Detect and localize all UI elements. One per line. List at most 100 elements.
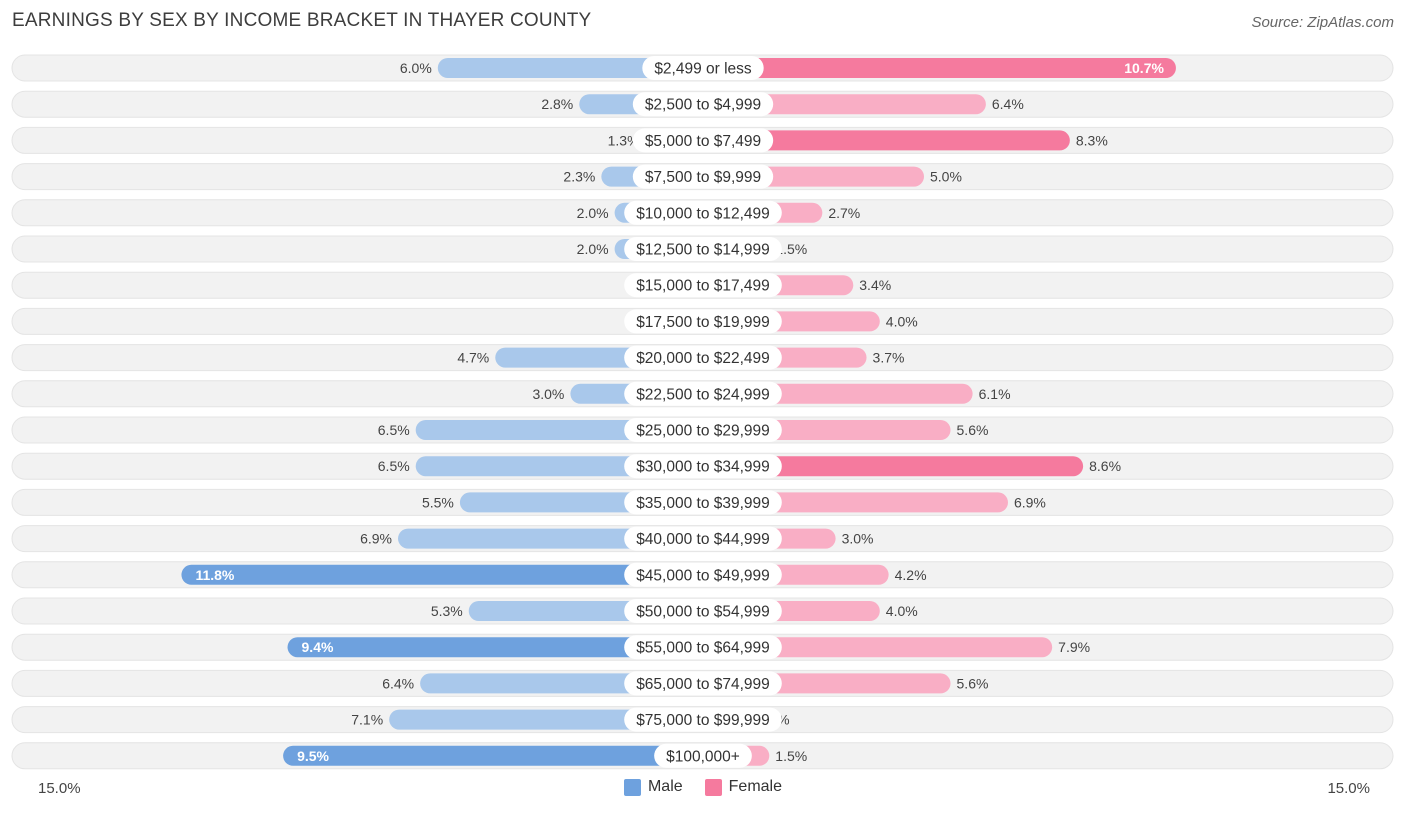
value-label-male: 5.3% — [431, 603, 463, 619]
category-label: $75,000 to $99,999 — [624, 707, 782, 732]
bar-female[interactable] — [703, 58, 1176, 78]
category-label-pill — [624, 707, 782, 732]
value-label-male: 9.4% — [302, 639, 334, 655]
value-label-male: 6.5% — [378, 422, 410, 438]
category-label-pill — [624, 671, 782, 696]
legend-label-male: Male — [647, 778, 683, 795]
category-label-text: $100,000+ — [666, 748, 740, 765]
category-label-pill — [624, 309, 782, 334]
category-label-pill — [624, 381, 782, 406]
value-label-female: 8.3% — [1076, 132, 1108, 148]
category-label-pill — [624, 345, 782, 370]
category-label-text: $15,000 to $17,499 — [636, 278, 770, 295]
category-label-text: $30,000 to $34,999 — [636, 459, 770, 476]
value-label-female: 2.7% — [828, 205, 860, 221]
category-label: $2,500 to $4,999 — [632, 92, 774, 117]
legend: Male Female — [0, 778, 1406, 796]
value-label-female: 8.6% — [1089, 458, 1121, 474]
value-label-male: 5.5% — [422, 494, 454, 510]
category-label-text: $40,000 to $44,999 — [636, 531, 770, 548]
value-label-female: 1.5% — [775, 241, 807, 257]
category-label-pill — [624, 562, 782, 587]
category-label-text: $5,000 to $7,499 — [645, 133, 761, 150]
value-label-female: 10.7% — [1124, 60, 1164, 76]
value-label-female: 4.0% — [886, 313, 918, 329]
value-label-male: 4.7% — [457, 350, 489, 366]
category-label-text: $2,500 to $4,999 — [645, 97, 761, 114]
category-label-pill — [624, 635, 782, 660]
category-label-pill — [654, 743, 752, 768]
bar-female[interactable] — [703, 637, 1053, 658]
category-label-pill — [624, 599, 782, 623]
category-label-text: $25,000 to $29,999 — [636, 423, 770, 440]
bar-male[interactable] — [437, 58, 703, 78]
value-label-female: 6.1% — [979, 386, 1011, 402]
category-label: $15,000 to $17,499 — [624, 273, 782, 298]
category-label-pill — [624, 418, 782, 442]
value-label-male: 6.0% — [400, 60, 432, 76]
category-label-pill — [624, 237, 782, 261]
bar-male[interactable] — [287, 637, 703, 658]
category-label-text: $55,000 to $64,999 — [636, 640, 770, 657]
value-label-female: 5.6% — [957, 675, 989, 691]
bar-male[interactable] — [181, 564, 703, 585]
category-label-text: $17,500 to $19,999 — [636, 314, 770, 331]
category-label-text: $10,000 to $12,499 — [636, 205, 770, 222]
value-label-male: 2.0% — [577, 205, 609, 221]
value-label-female: 5.6% — [957, 422, 989, 438]
legend-item-female[interactable]: Female — [704, 778, 782, 796]
value-label-male: 9.5% — [297, 748, 329, 764]
category-label: $30,000 to $34,999 — [624, 454, 782, 479]
bar-female[interactable] — [703, 94, 986, 115]
category-label: $10,000 to $12,499 — [624, 200, 782, 225]
bar-male[interactable] — [389, 709, 703, 730]
category-label: $100,000+ — [654, 743, 752, 768]
category-label-pill — [642, 56, 764, 80]
value-label-female: 4.2% — [895, 567, 927, 583]
axis-left-label: 15.0% — [38, 780, 81, 797]
category-label-pill — [624, 454, 782, 479]
value-label-female: 5.0% — [930, 169, 962, 185]
bar-male[interactable] — [283, 745, 703, 766]
category-label: $35,000 to $39,999 — [624, 490, 782, 515]
category-label-pill — [624, 490, 782, 515]
category-label-pill — [632, 164, 774, 189]
value-label-female: 6.9% — [1014, 494, 1046, 510]
category-label-text: $75,000 to $99,999 — [636, 712, 770, 729]
legend-item-male[interactable]: Male — [623, 778, 683, 796]
value-label-female: 6.4% — [992, 96, 1024, 112]
category-label: $25,000 to $29,999 — [624, 418, 782, 442]
category-label: $7,500 to $9,999 — [632, 164, 774, 189]
category-label-text: $7,500 to $9,999 — [645, 169, 761, 186]
category-label-pill — [632, 128, 774, 153]
category-label: $12,500 to $14,999 — [624, 237, 782, 261]
legend-swatch-female — [704, 778, 722, 796]
legend-swatch-male — [623, 778, 641, 796]
value-label-male: 6.4% — [382, 675, 414, 691]
value-label-male: 3.0% — [532, 386, 564, 402]
value-label-female: 3.7% — [873, 350, 905, 366]
category-label-text: $20,000 to $22,499 — [636, 350, 770, 367]
chart-title: EARNINGS BY SEX BY INCOME BRACKET IN THA… — [12, 10, 592, 31]
category-label-pill — [624, 526, 782, 551]
category-label-pill — [624, 273, 782, 298]
value-label-male: 1.3% — [608, 132, 640, 148]
category-label: $5,000 to $7,499 — [632, 128, 774, 153]
category-label: $65,000 to $74,999 — [624, 671, 782, 696]
value-label-female: 3.4% — [859, 277, 891, 293]
category-label: $55,000 to $64,999 — [624, 635, 782, 660]
category-label-text: $65,000 to $74,999 — [636, 676, 770, 693]
value-label-male: 7.1% — [351, 712, 383, 728]
bar-female[interactable] — [703, 130, 1070, 151]
value-label-female: 3.0% — [842, 531, 874, 547]
bar-female[interactable] — [703, 456, 1084, 477]
category-label: $2,499 or less — [642, 56, 764, 80]
category-label-text: $35,000 to $39,999 — [636, 495, 770, 512]
category-label: $17,500 to $19,999 — [624, 309, 782, 334]
category-label-pill — [624, 200, 782, 225]
category-label-pill — [632, 92, 774, 117]
axis-right-label: 15.0% — [1327, 780, 1370, 797]
category-label-text: $22,500 to $24,999 — [636, 386, 770, 403]
source-label[interactable]: Source: ZipAtlas.com — [1251, 14, 1394, 31]
